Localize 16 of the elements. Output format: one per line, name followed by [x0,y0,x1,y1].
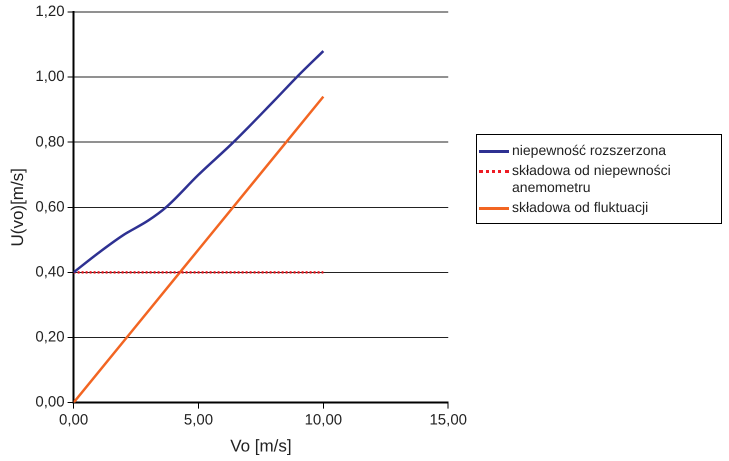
legend-label: składowa od fluktuacji [512,199,648,216]
y-tick-label: 0,00 [35,394,65,411]
line-series [74,50,325,274]
y-tick-label: 1,20 [35,3,65,20]
x-tick-label: 10,00 [304,412,342,429]
y-axis-title: U(vo)[m/s] [8,168,27,246]
y-tick-label: 0,20 [35,328,65,346]
x-tick-label: 0,00 [58,412,88,429]
x-tick-label: 15,00 [429,412,468,429]
y-tick-label: 0,80 [35,133,65,150]
y-tick-label: 1,00 [35,68,65,86]
x-axis-title: Vo [m/s] [230,436,292,456]
legend-label: niepewność rozszerzona [512,142,666,159]
y-tick-label: 0,60 [35,198,65,216]
x-tick-label: 5,00 [184,412,214,429]
y-tick-label: 0,40 [35,264,65,281]
